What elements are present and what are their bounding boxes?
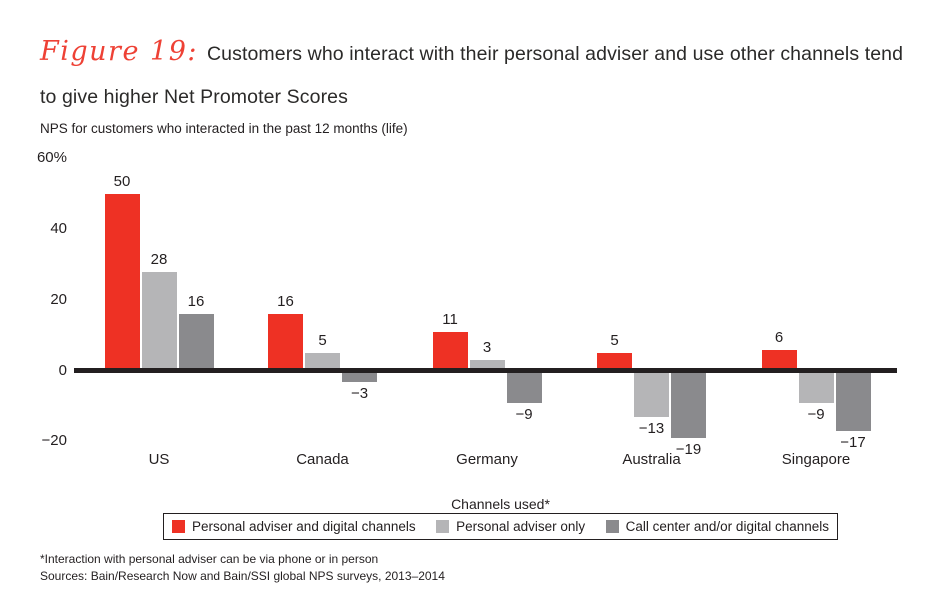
- bar: [835, 369, 871, 432]
- bar-value-label: −13: [638, 420, 665, 438]
- bar: [432, 332, 468, 373]
- bar-value-label: 28: [150, 250, 168, 268]
- bar-chart: 60% 40 20 0 −20 50 16 11 5 6 28 5 3 −13 −9 16 −3 −9 −19 −17…: [0, 148, 950, 478]
- bar-value-label: −17: [840, 434, 866, 452]
- legend-swatch: [436, 520, 450, 533]
- bar-value-label: 16: [187, 293, 205, 311]
- footnote-sources: Sources: Bain/Research Now and Bain/SSI …: [40, 569, 445, 583]
- bar: [506, 369, 542, 403]
- legend: Personal adviser and digital channels Per…: [163, 513, 838, 540]
- bar-value-label: 11: [442, 311, 458, 329]
- legend-item: Personal adviser only: [436, 519, 585, 534]
- y-axis-tick: 0: [58, 361, 67, 379]
- figure-number-label: Figure 19:: [40, 36, 198, 67]
- bar-value-label: −9: [807, 405, 825, 423]
- bar: [761, 349, 797, 373]
- legend-item: Personal adviser and digital channels: [172, 519, 416, 534]
- bar: [798, 369, 834, 403]
- bar-value-label: −3: [350, 384, 369, 402]
- x-axis-baseline: [74, 368, 897, 373]
- x-axis-title: Channels used*: [451, 496, 550, 512]
- legend-swatch: [605, 520, 619, 533]
- category-label: Germany: [456, 451, 518, 468]
- category-label: Australia: [622, 451, 681, 468]
- y-axis-tick: 60%: [36, 149, 67, 167]
- bar-value-label: 5: [318, 332, 327, 350]
- bar-value-label: 50: [113, 173, 131, 190]
- bar: [671, 369, 706, 439]
- bar-value-label: −19: [675, 441, 702, 459]
- bar-value-label: −9: [515, 405, 533, 423]
- figure-title: Customers who interact with their person…: [40, 43, 904, 108]
- footnote-asterisk: *Interaction with personal adviser can b…: [40, 552, 379, 566]
- legend-swatch: [172, 520, 185, 533]
- bar-value-label: 16: [277, 293, 294, 311]
- bar: [178, 314, 214, 373]
- bar-value-label: 3: [482, 339, 492, 357]
- legend-item-label: Personal adviser only: [456, 519, 586, 534]
- legend-item-label: Personal adviser and digital channels: [192, 519, 416, 534]
- category-label: Canada: [296, 451, 349, 468]
- footnotes: *Interaction with personal adviser can b…: [40, 551, 445, 585]
- bar: [634, 369, 669, 418]
- legend-item: Call center and/or digital channels: [605, 519, 829, 534]
- figure-title-block: Figure 19: Customers who interact with th…: [40, 30, 922, 119]
- category-label: Singapore: [781, 451, 851, 468]
- bar-value-label: 6: [774, 328, 784, 346]
- category-label: US: [148, 451, 170, 468]
- bar: [104, 194, 140, 373]
- bar: [141, 271, 177, 373]
- chart-subtitle: NPS for customers who interacted in the …: [40, 121, 408, 136]
- y-axis-tick: −20: [41, 432, 67, 450]
- y-axis-tick: 40: [50, 219, 67, 237]
- legend-item-label: Call center and/or digital channels: [625, 519, 829, 534]
- bar-value-label: 5: [610, 332, 619, 350]
- y-axis-tick: 20: [50, 290, 67, 308]
- bar: [268, 314, 303, 373]
